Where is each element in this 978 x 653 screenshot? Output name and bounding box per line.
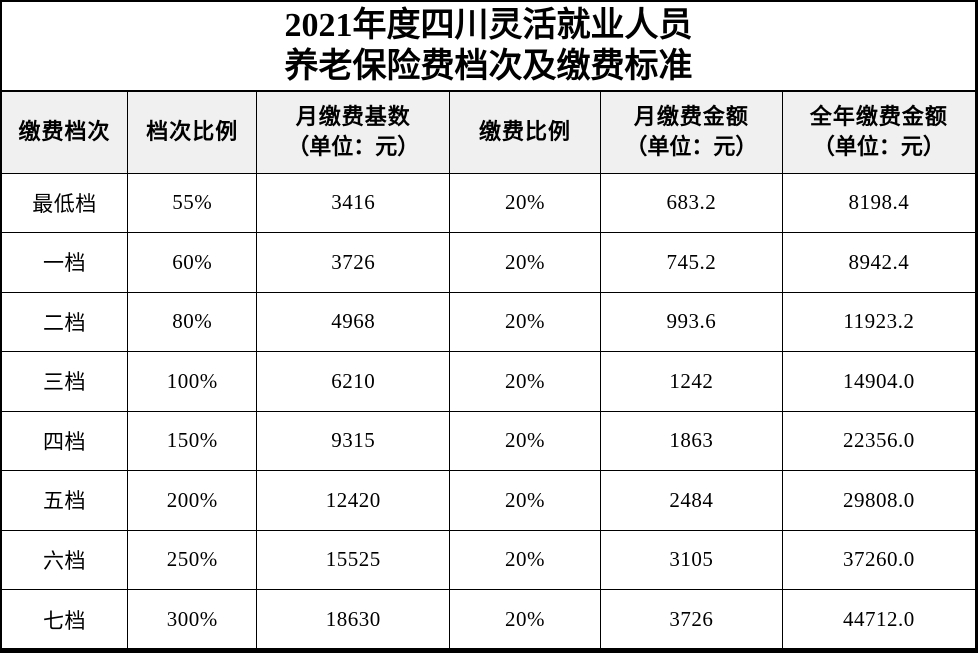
table-cell-base: 18630 xyxy=(256,589,451,648)
table-cell-tier: 一档 xyxy=(2,232,129,293)
table-cell-month: 683.2 xyxy=(599,172,783,233)
header-label: 档次比例 xyxy=(146,119,239,145)
header-label: 缴费档次 xyxy=(18,119,111,145)
col-header-tier-ratio: 档次比例 xyxy=(127,90,258,174)
title-line-1: 2021年度四川灵活就业人员 xyxy=(284,7,693,44)
col-header-tier: 缴费档次 xyxy=(2,90,129,174)
table-cell-annual: 44712.0 xyxy=(781,589,975,648)
table-row: 一档 60% 3726 20% 745.2 8942.4 xyxy=(2,232,975,293)
table-cell-ratio: 55% xyxy=(127,172,258,233)
table-cell-base: 3416 xyxy=(256,172,451,233)
table-cell-tier: 三档 xyxy=(2,351,129,412)
table-cell-tier: 二档 xyxy=(2,291,129,352)
table-cell-month: 2484 xyxy=(599,470,783,531)
table-cell-ratio: 150% xyxy=(127,410,258,471)
col-header-monthly-base: 月缴费基数 （单位：元） xyxy=(256,90,451,174)
table-row: 六档 250% 15525 20% 3105 37260.0 xyxy=(2,529,975,590)
table-cell-ratio: 80% xyxy=(127,291,258,352)
table-cell-tier: 五档 xyxy=(2,470,129,531)
header-label: 全年缴费金额 xyxy=(809,104,948,130)
table-cell-annual: 11923.2 xyxy=(781,291,975,352)
header-unit: （单位：元） xyxy=(812,134,945,160)
table-cell-annual: 8942.4 xyxy=(781,232,975,293)
table-row: 四档 150% 9315 20% 1863 22356.0 xyxy=(2,410,975,471)
table-cell-rate: 20% xyxy=(449,529,601,590)
table-cell-ratio: 100% xyxy=(127,351,258,412)
table-cell-rate: 20% xyxy=(449,589,601,648)
header-unit: （单位：元） xyxy=(287,134,420,160)
table-cell-month: 745.2 xyxy=(599,232,783,293)
table-cell-ratio: 300% xyxy=(127,589,258,648)
table-cell-annual: 22356.0 xyxy=(781,410,975,471)
table-row: 最低档 55% 3416 20% 683.2 8198.4 xyxy=(2,172,975,233)
table-cell-annual: 8198.4 xyxy=(781,172,975,233)
header-label: 月缴费金额 xyxy=(633,104,749,130)
table-row: 五档 200% 12420 20% 2484 29808.0 xyxy=(2,470,975,531)
table-cell-ratio: 60% xyxy=(127,232,258,293)
table-cell-month: 1242 xyxy=(599,351,783,412)
table-row: 七档 300% 18630 20% 3726 44712.0 xyxy=(2,589,975,648)
header-row: 缴费档次 档次比例 月缴费基数 （单位：元） 缴费比例 月缴费金额 （ xyxy=(2,90,975,174)
table-cell-ratio: 250% xyxy=(127,529,258,590)
table-cell-base: 3726 xyxy=(256,232,451,293)
col-header-monthly-amount: 月缴费金额 （单位：元） xyxy=(599,90,783,174)
table-cell-month: 1863 xyxy=(599,410,783,471)
table-cell-base: 6210 xyxy=(256,351,451,412)
col-header-contribution-ratio: 缴费比例 xyxy=(449,90,601,174)
table-cell-annual: 37260.0 xyxy=(781,529,975,590)
table-cell-base: 9315 xyxy=(256,410,451,471)
table-cell-month: 3105 xyxy=(599,529,783,590)
rates-table: 缴费档次 档次比例 月缴费基数 （单位：元） 缴费比例 月缴费金额 （ xyxy=(2,90,975,648)
table-cell-rate: 20% xyxy=(449,470,601,531)
table-cell-rate: 20% xyxy=(449,351,601,412)
table-cell-rate: 20% xyxy=(449,232,601,293)
table-cell-base: 15525 xyxy=(256,529,451,590)
table-cell-month: 3726 xyxy=(599,589,783,648)
table-cell-ratio: 200% xyxy=(127,470,258,531)
table-row: 二档 80% 4968 20% 993.6 11923.2 xyxy=(2,291,975,352)
table-cell-month: 993.6 xyxy=(599,291,783,352)
col-header-annual-amount: 全年缴费金额 （单位：元） xyxy=(781,90,975,174)
table-cell-base: 4968 xyxy=(256,291,451,352)
table-cell-tier: 六档 xyxy=(2,529,129,590)
table-title: 2021年度四川灵活就业人员 养老保险费档次及缴费标准 xyxy=(2,2,975,90)
title-line-2: 养老保险费档次及缴费标准 xyxy=(284,48,693,85)
table-cell-tier: 四档 xyxy=(2,410,129,471)
table-cell-rate: 20% xyxy=(449,172,601,233)
table-cell-annual: 29808.0 xyxy=(781,470,975,531)
table-row: 三档 100% 6210 20% 1242 14904.0 xyxy=(2,351,975,412)
table-cell-rate: 20% xyxy=(449,291,601,352)
table-cell-base: 12420 xyxy=(256,470,451,531)
header-unit: （单位：元） xyxy=(625,134,758,160)
table-cell-rate: 20% xyxy=(449,410,601,471)
table-cell-tier: 最低档 xyxy=(2,172,129,233)
table-cell-annual: 14904.0 xyxy=(781,351,975,412)
header-label: 月缴费基数 xyxy=(295,104,411,130)
table-cell-tier: 七档 xyxy=(2,589,129,648)
header-label: 缴费比例 xyxy=(478,119,571,145)
